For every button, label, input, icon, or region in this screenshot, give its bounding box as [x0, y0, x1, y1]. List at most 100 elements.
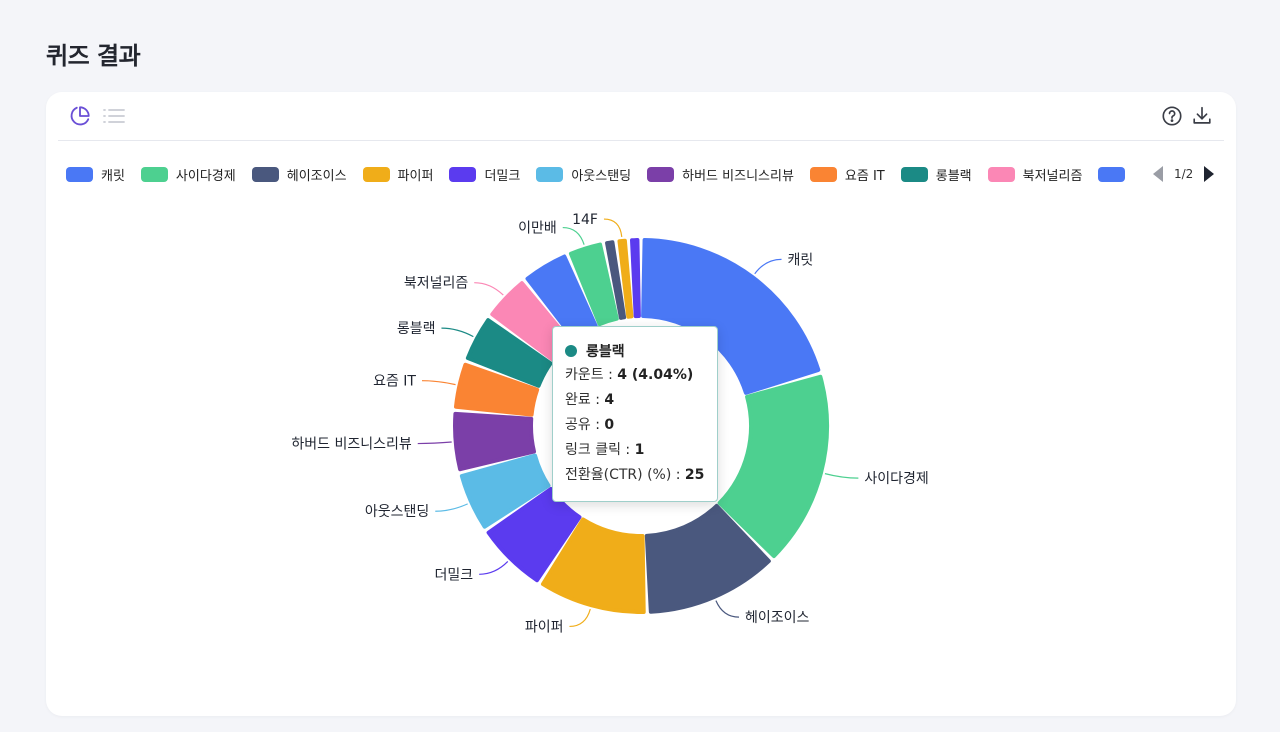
slice-label: 하버드 비즈니스리뷰 [291, 437, 411, 453]
slice-label: 아웃스탠딩 [365, 504, 429, 520]
chart-tooltip: 롱블랙 카운트 : 4 (4.04%) 완료 : 4 공유 : 0 링크 클릭 … [552, 326, 718, 502]
slice-leader-line [715, 600, 740, 618]
tooltip-value: 4 [604, 392, 615, 408]
legend-item[interactable]: 요즘 IT [809, 162, 885, 186]
tooltip-row-link-click: 링크 클릭 : 1 [565, 442, 645, 458]
tooltip-row-count: 카운트 : 4 (4.04%) [565, 367, 694, 383]
slice-label: 14F [572, 212, 598, 228]
tooltip-row-ctr: 전환율(CTR) (%) : 25 [565, 467, 705, 483]
chart-card: 캐릿 사이다경제 헤이조이스 파이퍼 더밀크 아웃스탠딩 하버드 비즈니스리뷰 요즘 IT 롱블… [46, 92, 1236, 716]
slice-leader-line [435, 503, 468, 512]
donut-slice[interactable] [465, 318, 553, 388]
tooltip-key: 완료 [565, 392, 591, 408]
legend-label: 하버드 비즈니스리뷰 [682, 168, 794, 184]
slice-leader-line [569, 608, 591, 628]
legend-item[interactable]: 아웃스탠딩 [536, 162, 631, 186]
slice-label: 헤이조이스 [745, 610, 810, 626]
tooltip-value: 1 [634, 442, 645, 458]
donut-slice[interactable] [568, 242, 619, 327]
tooltip-row-share: 공유 : 0 [565, 417, 615, 433]
slice-leader-line [417, 441, 452, 445]
legend-item[interactable]: 캐릿 [66, 162, 125, 186]
tooltip-key: 전환율(CTR) (%) [565, 467, 672, 483]
legend-swatch [900, 166, 928, 182]
donut-slice[interactable] [605, 240, 627, 320]
tooltip-key: 공유 [565, 417, 591, 433]
legend-item[interactable]: 더밀크 [449, 162, 520, 186]
download-icon[interactable] [1188, 102, 1216, 130]
tooltip-title-row: 롱블랙 [565, 339, 705, 363]
donut-slice[interactable] [453, 411, 537, 472]
legend-label: 북저널리즘 [1022, 168, 1083, 184]
legend-item[interactable]: 사이다경제 [140, 162, 236, 186]
tooltip-title: 롱블랙 [586, 344, 625, 360]
donut-slice[interactable] [717, 374, 829, 559]
legend-swatch [647, 166, 675, 182]
legend-item-partial[interactable] [1098, 162, 1133, 186]
slice-label: 롱블랙 [397, 321, 436, 337]
slice-leader-line [441, 327, 474, 338]
legend-swatch [987, 166, 1015, 182]
slice-label: 이만배 [518, 221, 557, 237]
slice-label: 파이퍼 [525, 619, 564, 635]
donut-slice[interactable] [486, 487, 582, 583]
legend-next-icon[interactable] [1203, 165, 1215, 183]
legend-swatch [66, 166, 93, 182]
legend-item[interactable]: 하버드 비즈니스리뷰 [647, 162, 794, 186]
donut-slice[interactable] [453, 362, 540, 417]
list-icon[interactable] [100, 102, 128, 130]
slice-leader-line [754, 258, 782, 275]
legend-item[interactable]: 롱블랙 [900, 162, 972, 186]
slice-label: 더밀크 [435, 567, 474, 583]
legend-item[interactable]: 헤이조이스 [251, 162, 347, 186]
legend-item[interactable]: 파이퍼 [362, 162, 434, 186]
tooltip-key: 링크 클릭 [565, 442, 621, 458]
legend-swatch [536, 166, 564, 182]
legend-swatch [251, 166, 279, 182]
slice-leader-line [474, 282, 504, 296]
tooltip-value: 4 (4.04%) [617, 367, 694, 383]
legend-swatch [362, 166, 390, 182]
donut-slice[interactable] [459, 453, 551, 529]
donut-slice[interactable] [617, 238, 634, 319]
legend-label: 사이다경제 [175, 168, 236, 184]
tooltip-row-complete: 완료 : 4 [565, 392, 615, 408]
legend-label: 롱블랙 [935, 168, 972, 184]
slice-label: 사이다경제 [864, 471, 928, 487]
legend-item[interactable]: 북저널리즘 [987, 162, 1083, 186]
legend-label: 더밀크 [484, 168, 521, 184]
legend-swatch [809, 166, 837, 182]
legend-page-indicator: 1/2 [1174, 167, 1194, 181]
slice-label: 요즘 IT [373, 374, 416, 390]
chart-legend: 캐릿 사이다경제 헤이조이스 파이퍼 더밀크 아웃스탠딩 하버드 비즈니스리뷰 요즘 IT 롱블… [66, 162, 1216, 186]
legend-label: 요즘 IT [844, 168, 885, 184]
donut-slice[interactable] [630, 238, 641, 319]
tooltip-color-dot [565, 345, 577, 357]
legend-swatch [1098, 166, 1126, 182]
slice-leader-line [603, 218, 623, 238]
pie-chart-icon[interactable] [66, 102, 94, 130]
legend-label: 아웃스탠딩 [571, 168, 632, 184]
slice-leader-line [824, 473, 859, 479]
tooltip-value: 25 [684, 467, 705, 483]
donut-slice[interactable] [641, 238, 821, 395]
legend-swatch [449, 166, 477, 182]
legend-label: 캐릿 [101, 168, 125, 184]
chart-toolbar [58, 92, 1224, 141]
legend-prev-icon[interactable] [1152, 165, 1164, 183]
donut-slice[interactable] [540, 517, 646, 614]
legend-pager: 1/2 [1152, 162, 1216, 186]
page-title: 퀴즈 결과 [46, 42, 141, 70]
slice-label: 캐릿 [788, 252, 814, 268]
tooltip-key: 카운트 [565, 367, 604, 383]
donut-slice[interactable] [644, 503, 771, 614]
legend-label: 헤이조이스 [286, 168, 347, 184]
slice-leader-line [562, 226, 585, 245]
slice-leader-line [479, 561, 509, 575]
legend-label: 파이퍼 [397, 168, 434, 184]
help-icon[interactable] [1158, 102, 1186, 130]
legend-track: 캐릿 사이다경제 헤이조이스 파이퍼 더밀크 아웃스탠딩 하버드 비즈니스리뷰 요즘 IT 롱블… [66, 162, 1142, 186]
legend-swatch [140, 166, 168, 182]
slice-leader-line [421, 380, 456, 386]
